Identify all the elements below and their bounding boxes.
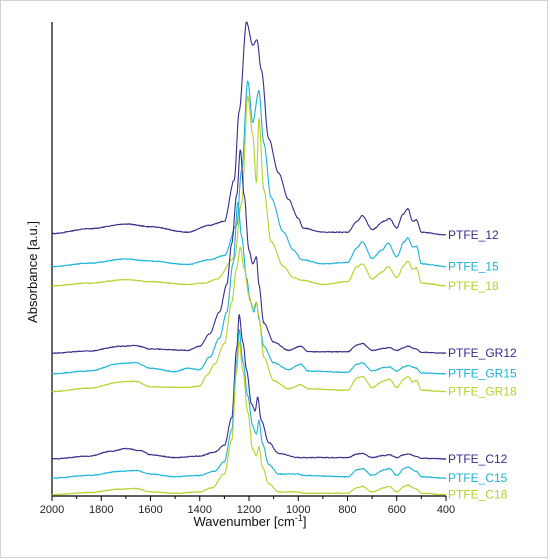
series-line-ptfe-c15 [51,328,447,480]
series-line-ptfe-c12 [51,314,447,460]
series-label-ptfe-c15: PTFE_C15 [448,471,508,485]
series-label-ptfe-gr12: PTFE_GR12 [448,346,517,360]
x-tick-label: 600 [388,504,406,516]
series-labels: PTFE_12 PTFE_15 PTFE_18 PTFE_GR12 PTFE_GR15 P… [448,228,517,502]
x-tick-label: 1600 [138,504,162,516]
series-label-ptfe-15: PTFE_15 [448,260,499,274]
x-tick-label: 1800 [89,504,113,516]
series-label-ptfe-c12: PTFE_C12 [448,452,508,466]
x-tick-label: 2000 [40,504,64,516]
series-label-ptfe-12: PTFE_12 [448,228,499,242]
spectra-curves [51,21,447,496]
x-axis-title-main: Wavenumber [cm [193,514,294,529]
series-line-ptfe-12 [51,21,447,236]
y-axis-title: Absorbance [a.u.] [25,221,40,323]
x-axis-title-tail: ] [303,514,307,529]
x-tick-label: 1000 [286,504,310,516]
series-line-ptfe-gr18 [51,246,447,393]
x-tick-label: 1200 [237,504,261,516]
series-line-ptfe-18 [51,95,447,287]
series-label-ptfe-c18: PTFE_C18 [448,488,508,502]
x-tick-label: 400 [437,504,455,516]
series-label-ptfe-18: PTFE_18 [448,279,499,293]
series-line-ptfe-15 [51,80,447,268]
x-tick-label: 800 [338,504,356,516]
x-tick-label: 1400 [188,504,212,516]
x-axis-title-sup: -1 [295,513,303,523]
x-axis-title: Wavenumber [cm-1] [193,513,306,529]
series-label-ptfe-gr15: PTFE_GR15 [448,367,517,381]
series-line-ptfe-gr12 [51,149,447,354]
series-label-ptfe-gr18: PTFE_GR18 [448,385,517,399]
axes: 2000 1800 1600 1400 1200 1000 800 600 400 [40,22,455,516]
series-line-ptfe-c18 [51,340,447,496]
